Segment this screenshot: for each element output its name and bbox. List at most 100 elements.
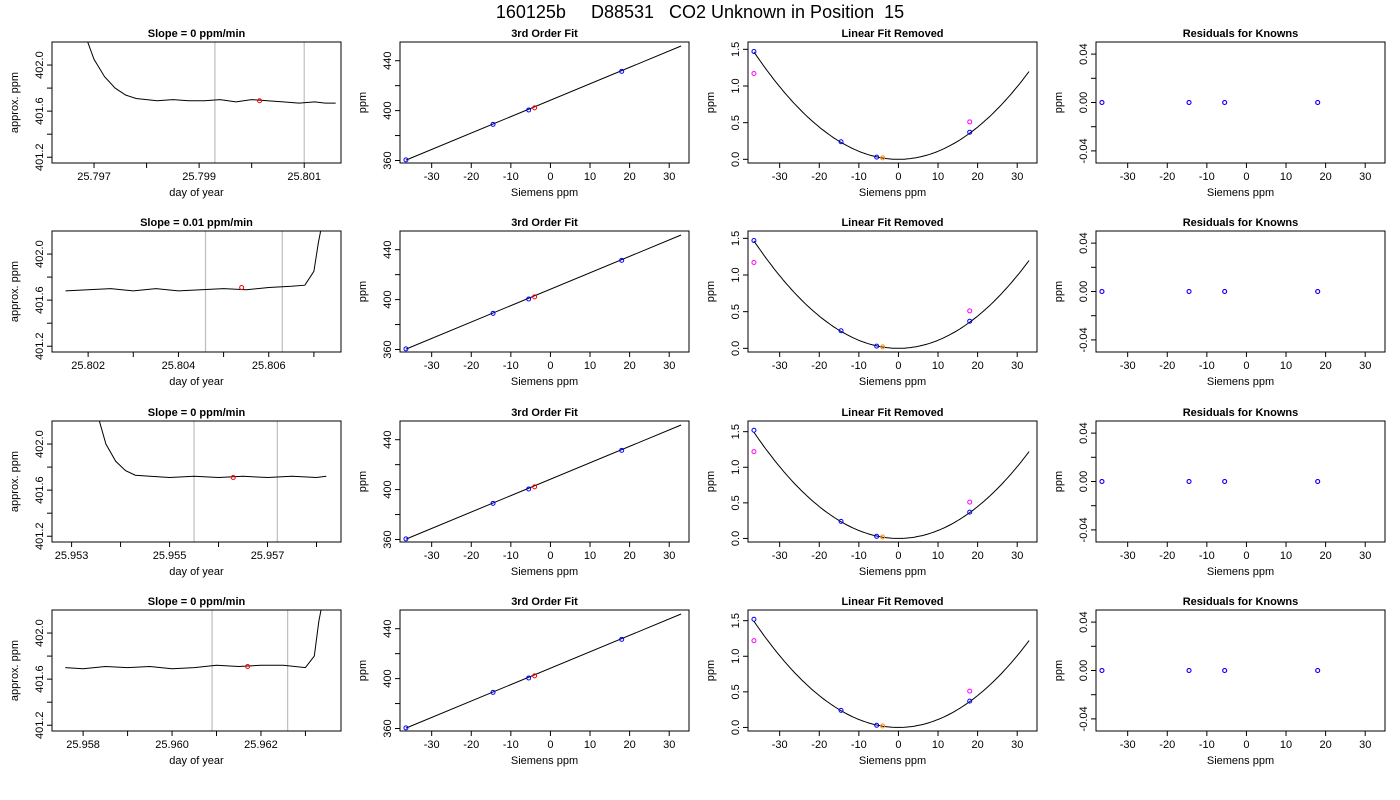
plot-frame [51,420,342,543]
x-tick-label: 30 [663,360,675,372]
x-tick-label: 20 [971,360,983,372]
data-point [239,284,245,290]
plot-area [87,42,336,163]
x-tick-label: -20 [463,550,479,562]
data-point [490,121,496,127]
x-tick-label: 0 [1243,360,1249,372]
x-tick-label: 25.953 [55,550,89,562]
y-tick-label: 401.2 [34,522,46,550]
plot-frame [1095,609,1386,732]
panel-title: Slope = 0 ppm/min [148,407,246,419]
y-tick-label: -0.04 [1078,327,1090,352]
x-tick-label: 0 [895,171,901,183]
x-tick-label: -30 [1120,360,1136,372]
data-point [1222,668,1228,673]
data-point [403,346,409,352]
plot-area [751,49,1030,161]
x-axis-label: day of year [169,376,224,388]
x-tick-label: -30 [772,171,788,183]
plot-frame [747,609,1038,732]
data-point [967,308,973,314]
x-tick-label: 20 [1319,360,1331,372]
data-point [1315,289,1321,294]
fit-curve [753,431,1030,539]
x-tick-label: -20 [1159,360,1175,372]
y-tick-label: 360 [382,530,394,548]
y-axis-label: ppm [357,92,369,113]
data-point [880,155,886,161]
x-tick-label: 30 [1011,360,1023,372]
data-point [874,533,880,539]
x-tick-label: -20 [463,739,479,751]
series-line [98,421,327,479]
x-axis-label: Siemens ppm [859,566,926,578]
panel-3-0: Slope = 0 ppm/min 25.958 25.960 25.962 401.2… [9,596,342,767]
data-point [403,157,409,163]
x-axis-label: Siemens ppm [1207,566,1274,578]
fit-curve [753,51,1030,160]
data-point [1099,479,1105,484]
x-tick-label: -10 [851,360,867,372]
x-tick-label: -10 [1199,171,1215,183]
x-tick-label: 20 [1319,550,1331,562]
data-point [751,638,757,644]
y-axis-label: ppm [1053,281,1065,302]
data-point [967,129,973,135]
panel-title: Linear Fit Removed [841,217,943,229]
x-tick-label: 25.962 [244,739,278,751]
y-tick-label: 402.0 [34,51,46,79]
plot-area [1099,479,1321,484]
x-tick-label: 0 [895,739,901,751]
plot-frame [747,420,1038,543]
data-point [967,499,973,505]
panel-2-3: Residuals for Knowns -30 -20 -10 0 10 20 30 -0.0… [1053,407,1386,578]
x-axis-label: Siemens ppm [1207,187,1274,199]
x-tick-label: 25.806 [252,360,286,372]
x-tick-label: -10 [503,550,519,562]
panel-title: Residuals for Knowns [1183,596,1299,608]
x-tick-label: 25.801 [287,171,321,183]
x-tick-label: 30 [663,171,675,183]
x-tick-label: -30 [1120,550,1136,562]
x-axis-label: Siemens ppm [511,566,578,578]
plot-area [65,610,322,731]
plot-area [403,613,682,731]
x-tick-label: 25.957 [251,550,285,562]
y-tick-label: 401.2 [34,711,46,739]
x-tick-label: 25.960 [155,739,189,751]
plot-area [403,45,682,163]
x-tick-label: -20 [811,360,827,372]
plot-area [1099,100,1321,105]
plot-frame [399,230,690,353]
x-tick-label: -10 [1199,360,1215,372]
y-axis-label: approx. ppm [9,640,21,701]
y-tick-label: 1.0 [730,78,742,93]
y-tick-label: 0.0 [730,341,742,356]
data-point [532,484,538,490]
y-tick-label: 1.0 [730,460,742,475]
panel-3-2: Linear Fit Removed -30 -20 -10 0 10 20 30 0.0 0.5… [705,596,1038,767]
data-point [1099,289,1105,294]
panel-1-0: Slope = 0.01 ppm/min 25.802 25.804 25.806 40… [9,217,342,388]
x-tick-label: -20 [463,360,479,372]
data-point [967,698,973,704]
y-tick-label: 400 [382,669,394,687]
plot-frame [747,41,1038,164]
plot-area [65,231,322,352]
y-tick-label: 1.5 [730,42,742,57]
y-tick-label: 401.6 [34,97,46,125]
data-point [967,688,973,694]
y-axis-label: ppm [357,281,369,302]
data-point [751,71,757,77]
x-tick-label: 10 [932,550,944,562]
x-tick-label: -10 [503,739,519,751]
plot-area [751,616,1030,729]
data-point [1315,668,1321,673]
fit-curve [753,620,1030,728]
x-tick-label: -30 [772,360,788,372]
x-tick-label: 30 [1011,171,1023,183]
x-tick-label: 0 [547,739,553,751]
data-point [1222,100,1228,105]
x-axis-label: Siemens ppm [511,376,578,388]
data-point [619,68,625,74]
